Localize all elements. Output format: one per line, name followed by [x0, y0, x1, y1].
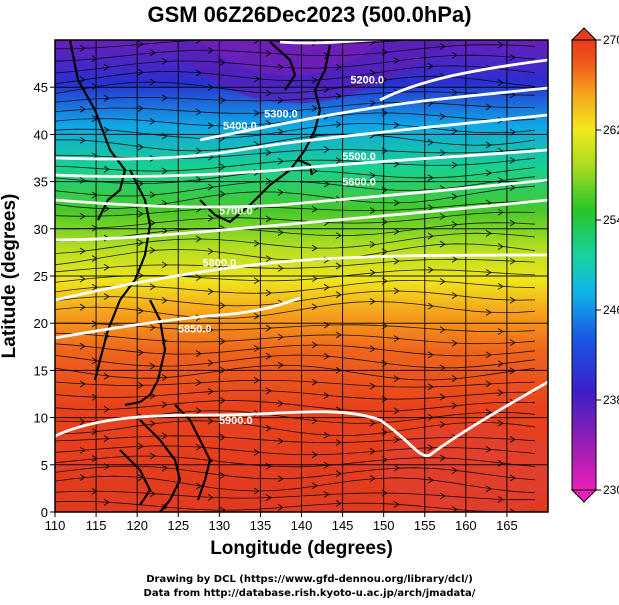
chart-title: GSM 06Z26Dec2023 (500.0hPa) — [147, 2, 472, 27]
height-contours — [55, 40, 548, 458]
contour-label: 5500.0 — [342, 151, 376, 163]
colorbar-tick-label: 230 — [603, 483, 619, 497]
y-tick-label: 15 — [34, 363, 48, 378]
y-tick-label: 0 — [41, 505, 48, 520]
y-tick-label: 40 — [34, 127, 48, 142]
x-tick-label: 145 — [332, 518, 354, 533]
y-tick-label: 25 — [34, 269, 48, 284]
x-tick-label: 135 — [250, 518, 272, 533]
x-tick-label: 140 — [291, 518, 313, 533]
contour-label: 5600.0 — [342, 176, 376, 188]
contour-label: 5700.0 — [219, 206, 253, 218]
colorbar-tick-label: 254 — [603, 213, 619, 227]
x-tick-label: 125 — [167, 518, 189, 533]
contour-label: 5800.0 — [203, 258, 237, 270]
x-tick-label: 120 — [126, 518, 148, 533]
y-tick-label: 35 — [34, 175, 48, 190]
x-tick-label: 165 — [496, 518, 518, 533]
y-tick-label: 20 — [34, 316, 48, 331]
y-tick-label: 45 — [34, 80, 48, 95]
x-tick-label: 155 — [414, 518, 436, 533]
contour-label: 5850.0 — [178, 324, 212, 336]
x-tick-label: 110 — [45, 518, 66, 533]
x-tick-label: 160 — [455, 518, 477, 533]
colorbar-tick-label: 246 — [603, 303, 619, 317]
contour-label: 5900.0 — [219, 415, 253, 427]
x-axis-label: Longitude (degrees) — [210, 538, 393, 559]
y-tick-label: 5 — [41, 458, 48, 473]
y-tick-label: 30 — [34, 222, 48, 237]
credit-drawing: Drawing by DCL (https://www.gfd-dennou.o… — [146, 574, 473, 585]
contour-label: 5400.0 — [223, 121, 257, 133]
contour-label: 5200.0 — [350, 74, 384, 86]
colorbar: 230 238 246 254 262 270 — [570, 27, 619, 503]
x-tick-label: 150 — [373, 518, 395, 533]
credit-data: Data from http://database.rish.kyoto-u.a… — [143, 588, 476, 599]
colorbar-tick-label: 262 — [603, 123, 619, 137]
colorbar-tick-label: 270 — [603, 33, 619, 47]
x-tick-label: 130 — [208, 518, 230, 533]
y-axis-label: Latitude (degrees) — [0, 193, 20, 359]
contour-label: 5300.0 — [264, 108, 298, 120]
y-tick-label: 10 — [34, 411, 48, 426]
colorbar-tick-label: 238 — [603, 393, 619, 407]
x-tick-label: 115 — [86, 518, 107, 533]
